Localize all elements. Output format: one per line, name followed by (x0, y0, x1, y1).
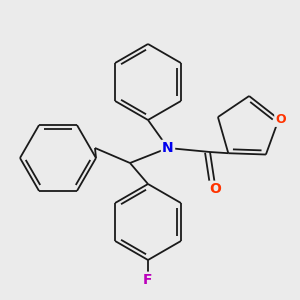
Text: F: F (143, 273, 153, 287)
Text: O: O (209, 182, 221, 196)
Text: N: N (162, 141, 174, 155)
Text: O: O (275, 113, 286, 126)
